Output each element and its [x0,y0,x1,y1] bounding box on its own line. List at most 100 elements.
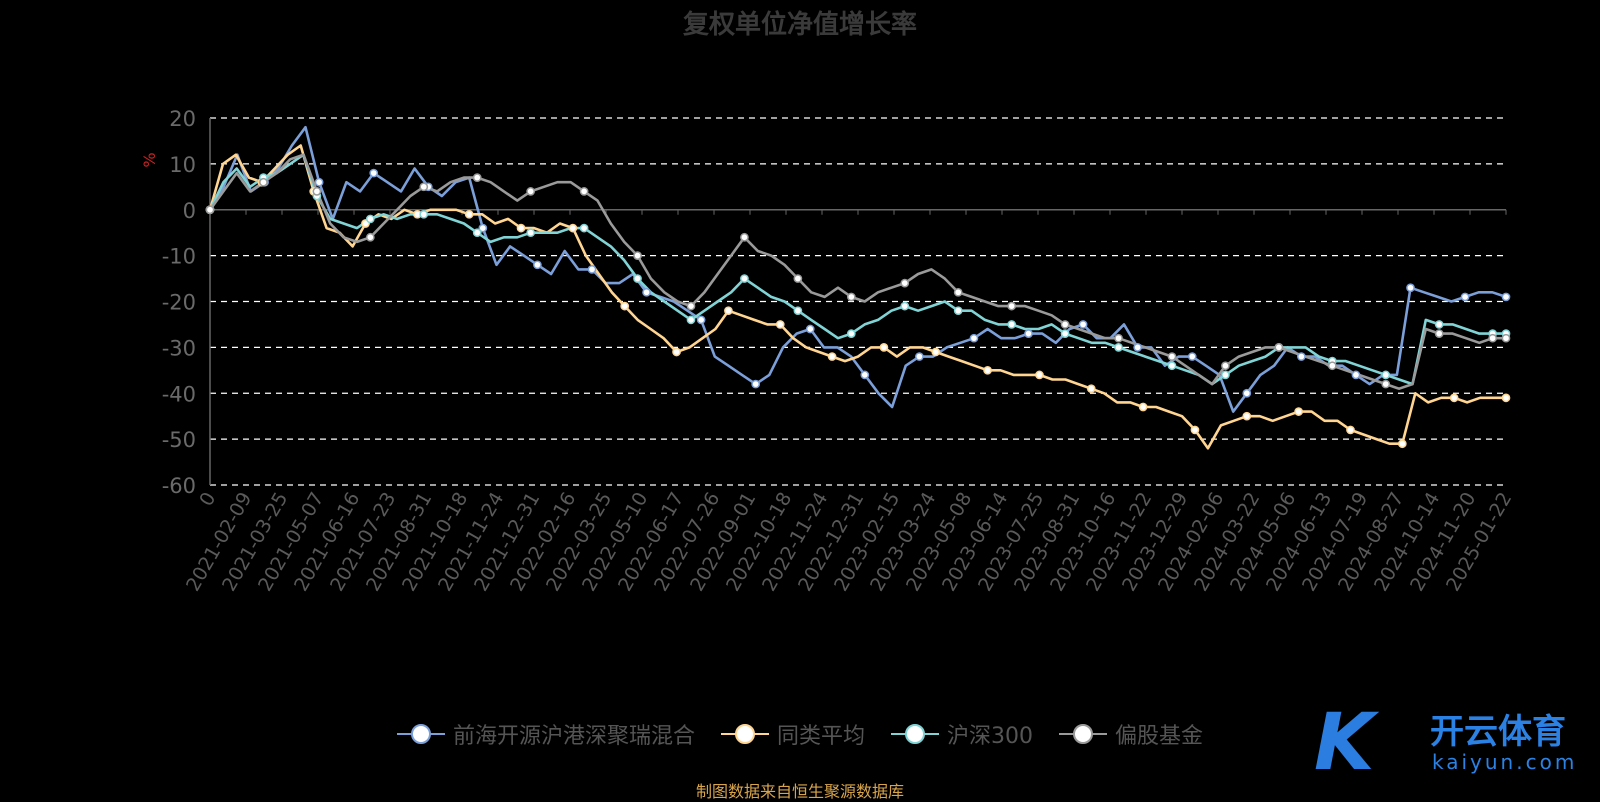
series-point-fund [1078,320,1088,329]
legend: 前海开源沪港深聚瑞混合 同类平均 沪深300 偏股基金 [0,718,1600,750]
series-point-equity [472,173,482,182]
series-line-equity [208,153,1506,391]
series-point-fund [1024,329,1033,338]
series-point-hs300 [1381,370,1391,380]
series-line-hs300 [208,153,1506,386]
series-point-peer [1501,393,1511,403]
series-point-hs300 [365,214,375,224]
series-point-hs300 [419,209,429,219]
series-point-equity [259,177,268,187]
series-point-equity [793,274,803,283]
series-point-equity [633,251,642,260]
series-point-equity [1221,361,1230,371]
series-point-hs300 [579,223,589,233]
legend-label-fund: 前海开源沪港深聚瑞混合 [452,724,695,749]
series-layer [208,125,1507,450]
series-point-peer [620,301,630,311]
legend-fund-symbol [396,724,445,744]
series-point-peer [672,347,681,357]
series-point-fund [1501,292,1511,302]
series-point-equity [1167,352,1177,361]
series-point-hs300 [846,329,856,338]
series-point-equity [1381,379,1391,389]
series-point-hs300 [1221,370,1230,380]
series-point-peer [724,306,733,316]
legend-item-peer[interactable]: 同类平均 [720,718,865,750]
series-point-fund [1133,343,1143,352]
legend-label-peer: 同类平均 [776,724,865,749]
series-point-fund [969,333,979,343]
series-point-equity [1488,333,1497,343]
series-point-equity [953,287,963,297]
series-point-equity [1060,320,1070,329]
series-point-peer [516,223,526,233]
series-point-equity [1274,343,1284,352]
logo-mark: K [1314,698,1375,788]
series-point-hs300 [740,274,749,283]
series-point-fund [1187,352,1197,361]
series-point-equity [900,278,910,288]
series-point-equity [1327,361,1337,371]
legend-item-fund[interactable]: 前海开源沪港深聚瑞混合 [396,718,695,750]
series-point-fund [696,315,706,325]
series-point-equity [740,232,749,242]
series-point-fund [587,265,597,274]
series-point-hs300 [1060,329,1070,338]
series-point-fund [1297,352,1306,361]
series-point-hs300 [953,306,963,316]
y-tick-label: 20 [169,107,196,131]
y-tick-label: -60 [162,474,196,498]
legend-label-equity: 偏股基金 [1115,724,1204,749]
series-point-fund [805,324,815,334]
series-point-hs300 [1007,320,1016,329]
series-point-equity [686,301,696,311]
series-point-equity [1007,301,1016,311]
series-line-peer [208,144,1506,450]
series-point-equity [312,187,322,196]
marker-layer [205,168,1511,449]
series-point-equity [365,232,375,242]
legend-label-hs300: 沪深300 [947,724,1033,749]
series-point-equity [1114,333,1123,343]
series-point-equity [205,205,215,215]
data-source-note: 制图数据来自恒生聚源数据库 [695,782,904,801]
series-point-peer [1397,439,1407,449]
series-point-peer [1346,425,1355,435]
series-point-fund [751,379,761,389]
series-point-peer [1190,425,1200,435]
y-tick-label: -20 [162,291,196,315]
series-point-fund [1460,292,1470,302]
series-point-equity [419,182,429,192]
series-point-equity [579,187,589,196]
legend-item-hs300[interactable]: 沪深300 [891,718,1033,750]
series-point-peer [983,365,992,375]
series-point-fund [478,223,488,233]
series-point-peer [1138,402,1148,412]
series-point-peer [879,343,889,352]
series-point-peer [931,347,941,357]
series-point-peer [1242,411,1252,421]
series-point-hs300 [793,306,803,316]
series-point-fund [1351,370,1361,380]
series-point-peer [568,223,578,233]
series-point-fund [533,260,542,270]
x-tick-label: 0 [195,489,220,510]
legend-item-equity[interactable]: 偏股基金 [1059,718,1203,750]
series-point-hs300 [900,301,910,311]
legend-hs300-symbol [891,724,939,744]
series-point-peer [1035,370,1044,380]
legend-equity-symbol [1059,724,1107,744]
series-point-hs300 [633,274,642,283]
y-tick-label: -40 [162,382,196,406]
watermark-logo: K 开云体育 kaiyun.com [1310,700,1590,790]
logo-en-text: kaiyun.com [1432,750,1578,774]
y-tick-label: -30 [162,336,196,360]
series-point-fund [860,370,870,380]
series-point-hs300 [686,315,696,325]
series-point-fund [314,177,324,187]
series-point-peer [464,209,474,219]
series-point-equity [1434,329,1444,338]
series-point-hs300 [526,228,536,238]
y-tick-label: 10 [169,153,196,177]
